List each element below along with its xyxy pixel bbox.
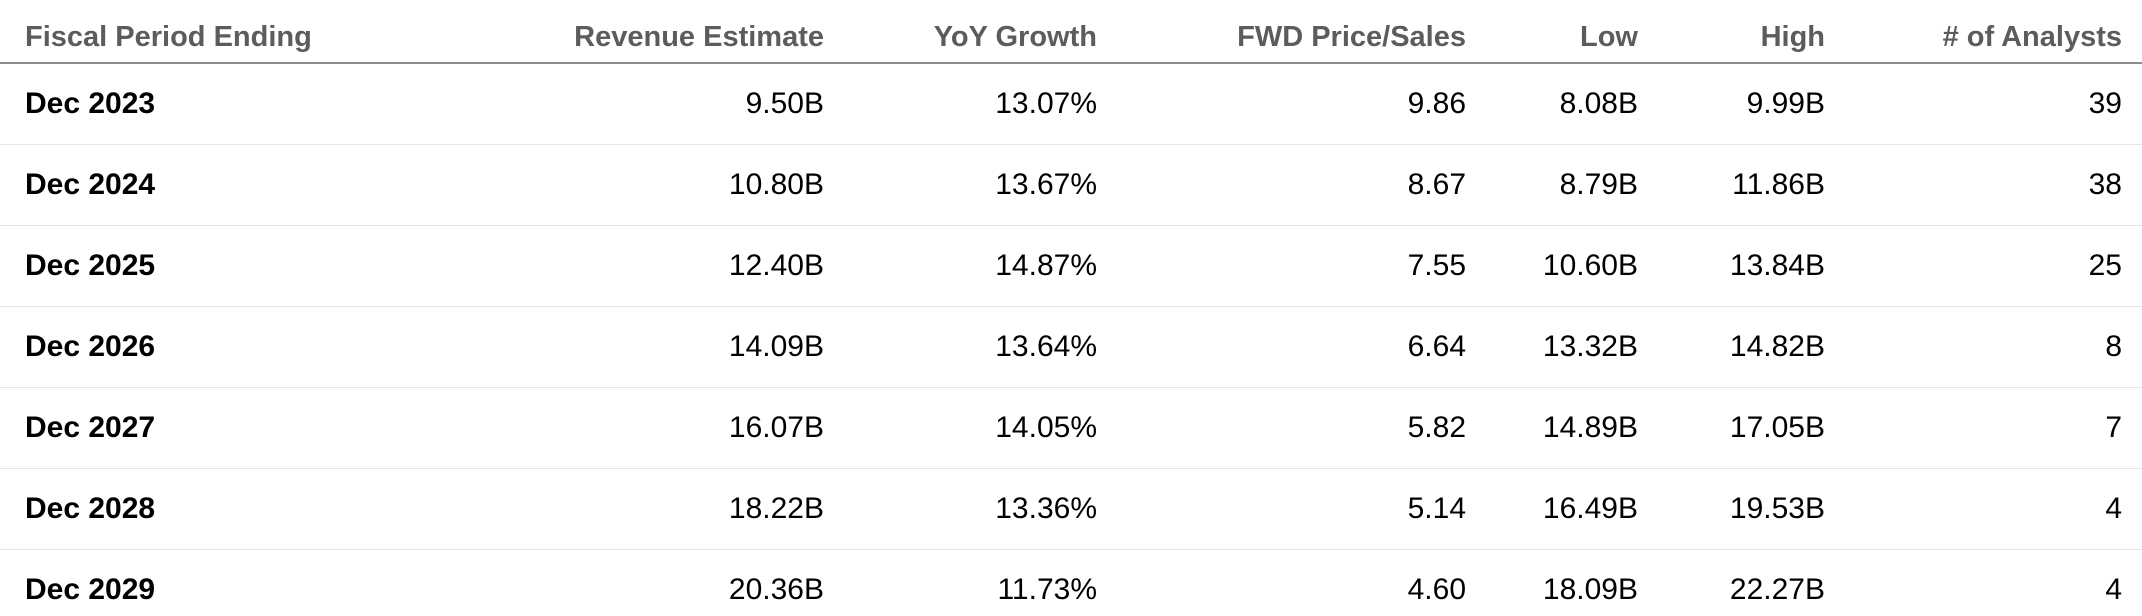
value-cell: 14.87%: [824, 225, 1097, 307]
value-cell: 25: [1825, 225, 2142, 307]
fiscal-period-cell: Dec 2024: [0, 144, 440, 226]
value-cell: 11.86B: [1638, 144, 1825, 226]
value-cell: 7: [1825, 387, 2142, 469]
fiscal-period-cell: Dec 2029: [25, 572, 156, 606]
value-cell: 13.67%: [824, 144, 1097, 226]
col-header-num-analysts: # of Analysts: [1825, 0, 2142, 64]
table-header: Fiscal Period Ending Revenue Estimate Yo…: [0, 0, 2142, 64]
value-cell: 18.09B: [1542, 572, 1638, 606]
value-cell: 4: [2105, 572, 2122, 606]
value-cell: 16.49B: [1466, 468, 1638, 550]
value-cell: 9.50B: [440, 63, 824, 145]
value-cell: 10.80B: [440, 144, 824, 226]
table-row: Dec 2026 14.09B 13.64% 6.64 13.32B 14.82B 8: [0, 306, 2142, 388]
col-header-revenue-estimate: Revenue Estimate: [440, 0, 824, 64]
value-cell: 5.14: [1097, 468, 1466, 550]
table-row: Dec 2029 20.36B 11.73% 4.60 18.09B 22.27B 4: [0, 549, 2142, 616]
table-row: Dec 2023 9.50B 13.07% 9.86 8.08B 9.99B 39: [0, 63, 2142, 145]
table-row: Dec 2025 12.40B 14.87% 7.55 10.60B 13.84B 25: [0, 225, 2142, 307]
col-header-yoy-growth: YoY Growth: [824, 0, 1097, 64]
value-cell: 9.86: [1097, 63, 1466, 145]
value-cell: 38: [1825, 144, 2142, 226]
value-cell: 13.64%: [824, 306, 1097, 388]
value-cell: 16.07B: [440, 387, 824, 469]
value-cell: 17.05B: [1638, 387, 1825, 469]
fiscal-period-cell: Dec 2026: [0, 306, 440, 388]
table-header-row: Fiscal Period Ending Revenue Estimate Yo…: [0, 0, 2142, 64]
value-cell: 39: [1825, 63, 2142, 145]
value-cell: 8.08B: [1466, 63, 1638, 145]
value-cell: 8.79B: [1466, 144, 1638, 226]
value-cell: 22.27B: [1729, 572, 1825, 606]
value-cell: 20.36B: [728, 572, 824, 606]
fiscal-period-cell: Dec 2023: [0, 63, 440, 145]
col-header-high: High: [1638, 0, 1825, 64]
col-header-low: Low: [1466, 0, 1638, 64]
value-cell: 14.82B: [1638, 306, 1825, 388]
value-cell: 13.07%: [824, 63, 1097, 145]
value-cell: 14.89B: [1466, 387, 1638, 469]
fiscal-period-cell: Dec 2027: [0, 387, 440, 469]
value-cell: 19.53B: [1638, 468, 1825, 550]
table-row: Dec 2024 10.80B 13.67% 8.67 8.79B 11.86B 38: [0, 144, 2142, 226]
value-cell: 18.22B: [440, 468, 824, 550]
value-cell: 8.67: [1097, 144, 1466, 226]
value-cell: 13.84B: [1638, 225, 1825, 307]
value-cell: 7.55: [1097, 225, 1466, 307]
value-cell: 10.60B: [1466, 225, 1638, 307]
value-cell: 13.36%: [824, 468, 1097, 550]
col-header-fiscal-period-ending: Fiscal Period Ending: [0, 0, 440, 64]
fiscal-period-cell: Dec 2025: [0, 225, 440, 307]
col-header-fwd-price-sales: FWD Price/Sales: [1097, 0, 1466, 64]
value-cell: 6.64: [1097, 306, 1466, 388]
value-cell: 4: [1825, 468, 2142, 550]
value-cell: 12.40B: [440, 225, 824, 307]
value-cell: 13.32B: [1466, 306, 1638, 388]
fiscal-period-cell: Dec 2028: [0, 468, 440, 550]
value-cell: 14.09B: [440, 306, 824, 388]
value-cell: 8: [1825, 306, 2142, 388]
table-body: Dec 2023 9.50B 13.07% 9.86 8.08B 9.99B 39 Dec 2…: [0, 63, 2142, 616]
table-row: Dec 2028 18.22B 13.36% 5.14 16.49B 19.53B 4: [0, 468, 2142, 550]
value-cell: 4.60: [1407, 572, 1466, 606]
value-cell: 11.73%: [997, 572, 1097, 606]
value-cell: 9.99B: [1638, 63, 1825, 145]
table-row: Dec 2027 16.07B 14.05% 5.82 14.89B 17.05B 7: [0, 387, 2142, 469]
value-cell: 14.05%: [824, 387, 1097, 469]
value-cell: 5.82: [1097, 387, 1466, 469]
